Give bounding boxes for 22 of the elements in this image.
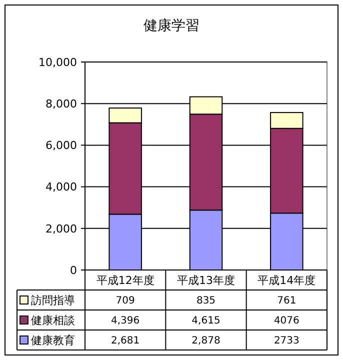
y-tick-label: 8,000 — [46, 97, 77, 110]
y-tick-label: 2,000 — [46, 222, 77, 236]
x-tick-label: 平成13年度 — [177, 274, 235, 287]
data-label: 2,681 — [111, 336, 140, 346]
data-label: 2,878 — [192, 336, 220, 346]
data-label: 2733 — [274, 336, 300, 346]
data-label: 761 — [277, 296, 296, 306]
legend-label: 健康教育 — [31, 334, 75, 347]
data-label: 4,396 — [111, 316, 140, 326]
data-label: 4,615 — [192, 316, 220, 326]
legend-label: 訪問指導 — [31, 294, 75, 307]
data-label: 709 — [116, 296, 135, 306]
x-tick-label: 平成14年度 — [258, 274, 316, 287]
data-label: 4076 — [274, 316, 300, 326]
legend-label: 健康相談 — [31, 314, 75, 327]
chart-title: 健康学習 — [144, 18, 200, 34]
data-label: 835 — [196, 296, 216, 306]
y-tick-label: 4,000 — [46, 180, 77, 194]
y-tick-label: 10,000 — [38, 56, 77, 69]
y-tick-label: 6,000 — [46, 139, 77, 152]
y-tick-label: 0 — [70, 264, 77, 277]
x-tick-label: 平成12年度 — [96, 274, 154, 287]
